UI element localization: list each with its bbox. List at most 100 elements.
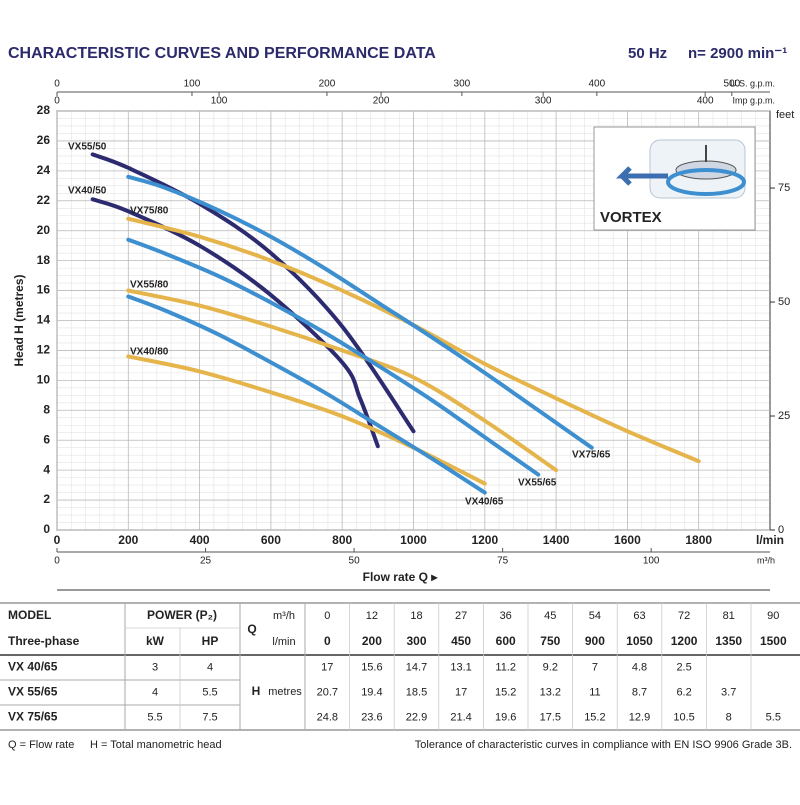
head-value: 3.7 (721, 686, 736, 698)
head-value: 20.7 (317, 686, 338, 698)
secondary-tick-label: 100 (643, 556, 660, 567)
hp: 4 (207, 661, 213, 673)
head-value: 23.6 (361, 711, 382, 723)
y-tick-label: 10 (37, 373, 51, 387)
head-value: 17 (455, 686, 467, 698)
curve (126, 174, 594, 450)
m3h-value: 54 (589, 610, 601, 622)
secondary-tick-label: 500 (723, 79, 740, 90)
y-tick-label: 2 (43, 492, 50, 506)
lmin-value: 0 (324, 634, 331, 648)
head-value: 7 (592, 661, 598, 673)
m3h-value: 12 (366, 610, 378, 622)
title: CHARACTERISTIC CURVES AND PERFORMANCE DA… (8, 45, 436, 62)
x-tick-label: 200 (118, 533, 138, 547)
head-value: 8.7 (632, 686, 647, 698)
x-tick-label: 800 (332, 533, 352, 547)
curve-label: VX40/65 (465, 497, 504, 508)
h-legend: H = Total manometric head (90, 739, 222, 751)
y-tick-label: 6 (43, 432, 50, 446)
lmin-unit: l/min (272, 636, 295, 648)
curve (126, 294, 487, 495)
secondary-tick-label: 400 (697, 96, 714, 107)
model: VX 55/65 (8, 685, 58, 699)
secondary-tick-label: 75 (497, 556, 509, 567)
y2-tick-label: 0 (778, 524, 784, 536)
secondary-tick-label: 200 (373, 96, 390, 107)
x-tick-label: 1200 (471, 533, 498, 547)
x-tick-label: 0 (54, 533, 61, 547)
secondary-tick-label: 0 (54, 96, 60, 107)
x-tick-label: 1400 (543, 533, 570, 547)
head-value: 11 (589, 686, 600, 698)
h-symbol: H (252, 684, 261, 698)
curve-label: VX55/80 (130, 280, 169, 291)
head-value: 14.7 (406, 661, 427, 673)
head-value: 15.6 (361, 661, 382, 673)
m3h-unit: m³/h (273, 610, 295, 622)
curves: VX55/50 VX40/50 VX75/80 VX55/80 VX40/80 VX75/… (68, 142, 701, 508)
y-tick-label: 8 (43, 402, 50, 416)
head-value: 9.2 (543, 661, 558, 673)
x-tick-label: 1000 (400, 533, 427, 547)
axes: 0 200 400 600 800 1000 1200 1400 1600 1800 l/min02… (12, 78, 794, 591)
model-header: MODEL (8, 608, 51, 622)
y-tick-label: 18 (37, 253, 51, 267)
curve-label: VX40/50 (68, 186, 107, 197)
lmin-value: 300 (406, 634, 426, 648)
m3h-value: 36 (500, 610, 512, 622)
head-value: 17.5 (540, 711, 561, 723)
curve-label: VX55/65 (518, 478, 557, 489)
head-value: 2.5 (676, 661, 691, 673)
x-tick-label: 400 (190, 533, 210, 547)
m3h-value: 90 (767, 610, 779, 622)
lmin-value: 900 (585, 634, 605, 648)
m3h-value: 0 (324, 610, 330, 622)
y-tick-label: 26 (37, 133, 51, 147)
y-tick-label: 0 (43, 522, 50, 536)
lmin-value: 1500 (760, 634, 787, 648)
table: MODEL Three-phase POWER (P₂) kW HP Qm³/h l/min… (0, 602, 800, 731)
head-value: 21.4 (450, 711, 471, 723)
head-value: 13.2 (540, 686, 561, 698)
hp: 7.5 (202, 711, 217, 723)
lmin-value: 450 (451, 634, 471, 648)
y-tick-label: 14 (37, 313, 51, 327)
tolerance: Tolerance of characteristic curves in co… (415, 739, 792, 751)
secondary-tick-label: 100 (184, 79, 201, 90)
kw: 5.5 (147, 711, 162, 723)
secondary-tick-label: 0 (54, 79, 60, 90)
head-value: 15.2 (495, 686, 516, 698)
secondary-unit: m³/h (757, 555, 775, 565)
speed: n= 2900 min⁻¹ (688, 45, 787, 62)
y-axis-label: Head H (metres) (12, 274, 26, 366)
y-tick-label: 4 (43, 462, 50, 476)
curve-label: VX75/80 (130, 206, 169, 217)
m3h-value: 63 (633, 610, 645, 622)
kw: 4 (152, 686, 158, 698)
hp: 5.5 (202, 686, 217, 698)
secondary-unit: U.S. g.p.m. (730, 78, 775, 88)
head-value: 17 (321, 661, 333, 673)
secondary-tick-label: 50 (349, 556, 361, 567)
curve (126, 237, 541, 477)
head-value: 24.8 (317, 711, 338, 723)
head-value: 13.1 (450, 661, 471, 673)
secondary-tick-label: 300 (535, 96, 552, 107)
head-value: 22.9 (406, 711, 427, 723)
lmin-value: 1350 (715, 634, 742, 648)
curve-label: VX75/65 (572, 450, 611, 461)
y2-tick-label: 25 (778, 410, 790, 422)
x-unit: l/min (756, 533, 784, 547)
y-tick-label: 24 (37, 163, 51, 177)
y2-axis-label: feet (776, 109, 794, 121)
m3h-value: 18 (410, 610, 422, 622)
kw-header: kW (146, 634, 165, 648)
y-tick-label: 16 (37, 283, 51, 297)
x-tick-label: 1800 (685, 533, 712, 547)
y-tick-label: 28 (37, 103, 51, 117)
head-value: 4.8 (632, 661, 647, 673)
x-tick-label: 600 (261, 533, 281, 547)
curve-label: VX40/80 (130, 347, 169, 358)
m3h-value: 45 (544, 610, 556, 622)
